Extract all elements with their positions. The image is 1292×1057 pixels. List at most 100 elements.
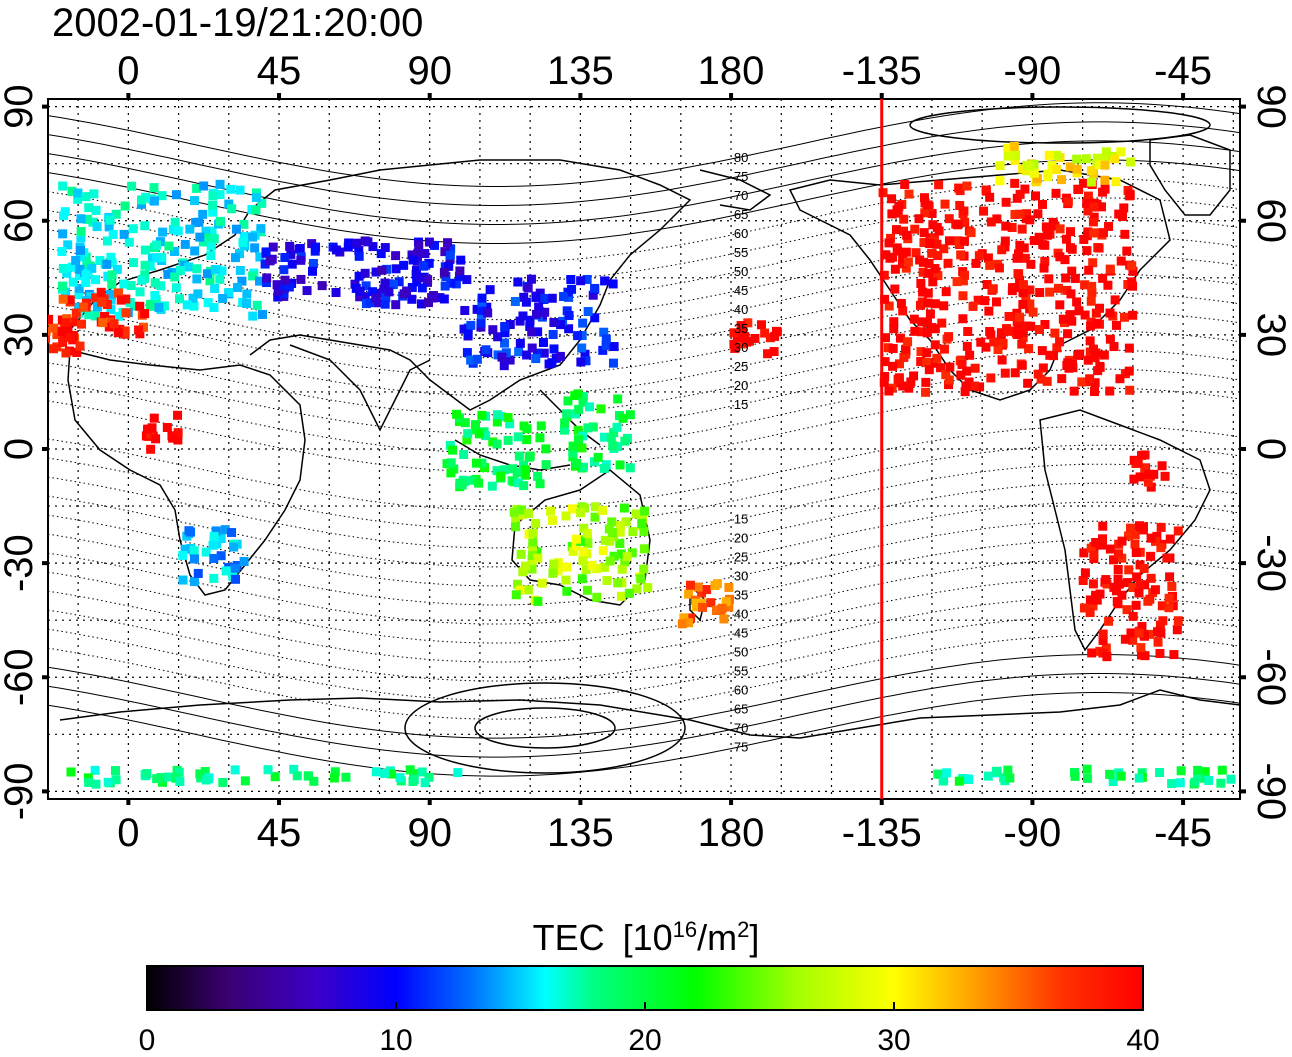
right-tick-mark	[1240, 332, 1246, 337]
tec-cell	[1137, 622, 1147, 632]
tec-cell	[933, 271, 943, 281]
top-tick-mark	[427, 93, 432, 99]
tec-cell	[1045, 350, 1055, 360]
tec-cell	[684, 618, 694, 628]
tec-cell	[511, 513, 521, 523]
tec-cell	[522, 435, 532, 445]
tec-cell	[97, 297, 107, 307]
tec-cell	[462, 435, 472, 445]
tec-cell	[1122, 246, 1132, 256]
right-tick-mark	[1240, 218, 1246, 223]
tec-cell	[1028, 307, 1038, 317]
tec-cell	[898, 381, 908, 391]
tec-cell	[1146, 551, 1156, 561]
magnetic-contour	[48, 654, 1240, 739]
tec-cell	[973, 295, 983, 305]
tec-cell	[311, 242, 321, 252]
tec-cell	[992, 766, 1002, 776]
tec-cell	[1175, 778, 1185, 788]
tec-cell	[251, 205, 261, 215]
bottom-tick-mark	[729, 799, 734, 805]
tec-cell	[585, 402, 595, 412]
tec-cell	[1193, 772, 1203, 782]
magnetic-contour	[48, 482, 1240, 568]
tec-cell	[152, 240, 162, 250]
tec-cell	[892, 205, 902, 215]
tec-cell	[962, 181, 972, 191]
tec-cell	[1077, 377, 1087, 387]
tec-cell	[474, 429, 484, 439]
tec-cell	[157, 191, 167, 201]
tec-cell	[1153, 637, 1163, 647]
tec-cell	[1173, 616, 1183, 626]
tec-cell	[615, 460, 625, 470]
tec-cell	[232, 282, 242, 292]
tec-cell	[354, 251, 364, 261]
tec-cell	[1143, 596, 1153, 606]
tec-cell	[1087, 281, 1097, 291]
tec-cell	[717, 603, 727, 613]
tec-cell	[1017, 339, 1027, 349]
tec-cell	[1167, 779, 1177, 789]
tec-cell	[1079, 234, 1089, 244]
tec-cell	[924, 258, 934, 268]
tec-cell	[533, 327, 543, 337]
tec-cell	[62, 268, 72, 278]
tec-cell	[193, 568, 203, 578]
north-contour-label: 30	[734, 340, 748, 355]
tec-cell	[1200, 767, 1210, 777]
tec-cell	[993, 345, 1003, 355]
south-contour-label: 40	[734, 606, 748, 621]
tec-cell	[760, 328, 770, 338]
tec-cell	[258, 309, 268, 319]
tec-cell	[71, 308, 81, 318]
tec-cell	[1098, 273, 1108, 283]
tec-cell	[107, 258, 117, 268]
tec-cell	[625, 463, 635, 473]
tec-cell	[976, 337, 986, 347]
tec-cell	[102, 236, 112, 246]
tec-cell	[620, 557, 630, 567]
tec-cell	[237, 276, 247, 286]
tec-cell	[1111, 586, 1121, 596]
tec-cell	[581, 565, 591, 575]
tec-cell	[92, 302, 102, 312]
tec-cell	[1119, 203, 1129, 213]
north-contour-label: 55	[734, 245, 748, 260]
tec-cell	[923, 200, 933, 210]
tec-cell	[173, 435, 183, 445]
tec-cell	[929, 358, 939, 368]
tec-cell	[1105, 544, 1115, 554]
tec-cell	[224, 288, 234, 298]
tec-cell	[1103, 280, 1113, 290]
tec-cell	[235, 265, 245, 275]
tec-cell	[997, 245, 1007, 255]
tec-cell	[280, 275, 290, 285]
tec-cell	[210, 265, 220, 275]
tec-cell	[1087, 648, 1097, 658]
tec-cell	[884, 301, 894, 311]
tec-cell	[355, 292, 365, 302]
tec-cell	[457, 480, 467, 490]
tec-cell	[1025, 215, 1035, 225]
tec-cell	[911, 248, 921, 258]
tec-cell	[590, 313, 600, 323]
tec-cell	[216, 533, 226, 543]
tec-cell	[1098, 534, 1108, 544]
tec-cell	[1139, 564, 1149, 574]
tec-cell	[1041, 222, 1051, 232]
tec-cell	[98, 318, 108, 328]
tec-cell	[959, 270, 969, 280]
tec-cell	[280, 281, 290, 291]
tec-cell	[519, 460, 529, 470]
tec-cell	[1086, 177, 1096, 187]
tec-cell	[1086, 166, 1096, 176]
tec-cell	[632, 584, 642, 594]
tec-cell	[192, 183, 202, 193]
tec-cell	[209, 573, 219, 583]
magnetic-contour	[48, 577, 1240, 663]
tec-cell	[487, 481, 497, 491]
tec-cell	[106, 305, 116, 315]
tec-cell	[344, 238, 354, 248]
